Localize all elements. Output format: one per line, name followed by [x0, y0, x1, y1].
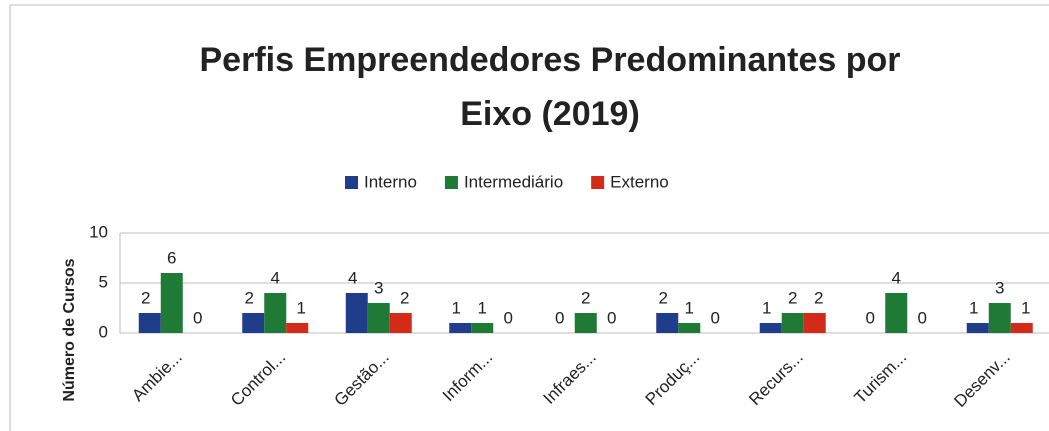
data-label: 2	[581, 288, 590, 307]
bar	[988, 303, 1011, 333]
bar	[471, 323, 494, 333]
bar	[264, 293, 287, 333]
data-label: 0	[193, 308, 202, 327]
bar	[286, 323, 309, 333]
data-label: 0	[918, 308, 927, 327]
legend-label: Interno	[364, 172, 417, 191]
data-label: 1	[1021, 298, 1030, 317]
x-tick-label: Infraes...	[540, 348, 600, 408]
data-label: 1	[452, 298, 461, 317]
data-label: 0	[866, 308, 875, 327]
data-label: 1	[969, 298, 978, 317]
data-label: 2	[814, 288, 823, 307]
legend-label: Externo	[610, 172, 669, 191]
y-tick-label: 5	[99, 272, 108, 291]
bar	[678, 323, 701, 333]
bar	[885, 293, 908, 333]
x-tick-label: Gestão...	[331, 348, 393, 410]
data-label: 0	[607, 308, 616, 327]
legend-label: Intermediário	[464, 172, 563, 191]
data-label: 4	[892, 268, 901, 287]
x-tick-label: Recurs...	[745, 348, 807, 410]
data-label: 4	[348, 268, 357, 287]
x-tick-label: Produç...	[642, 348, 704, 410]
data-label: 1	[297, 298, 306, 317]
data-label: 0	[504, 308, 513, 327]
data-label: 2	[659, 288, 668, 307]
x-tick-label: Desenv...	[950, 348, 1013, 411]
data-label: 6	[167, 248, 176, 267]
data-label: 4	[271, 268, 280, 287]
data-label: 2	[141, 288, 150, 307]
bar	[759, 323, 782, 333]
y-axis-label: Número de Cursos	[61, 258, 78, 401]
y-tick-label: 0	[99, 322, 108, 341]
bar	[781, 313, 804, 333]
data-label: 1	[478, 298, 487, 317]
legend-swatch	[591, 176, 605, 189]
bar	[138, 313, 161, 333]
x-tick-label: Inform...	[439, 348, 497, 406]
data-label: 1	[762, 298, 771, 317]
data-label: 3	[374, 278, 383, 297]
bar	[656, 313, 679, 333]
chart-title: Perfis Empreendedores Predominantes por E…	[200, 41, 901, 133]
bar	[449, 323, 472, 333]
data-label: 2	[400, 288, 409, 307]
data-label: 3	[995, 278, 1004, 297]
legend-swatch	[444, 176, 458, 189]
x-tick-label: Ambie...	[128, 348, 186, 406]
bar	[1010, 323, 1033, 333]
data-label: 2	[245, 288, 254, 307]
x-tick-label: Control...	[227, 348, 289, 410]
data-label: 0	[555, 308, 564, 327]
bar	[803, 313, 826, 333]
x-tick-label: Turism...	[851, 348, 911, 408]
bar	[574, 313, 597, 333]
legend-swatch	[345, 176, 358, 189]
data-label: 2	[788, 288, 797, 307]
bar	[160, 273, 183, 333]
bar	[966, 323, 989, 333]
bar	[345, 293, 368, 333]
bar	[367, 303, 390, 333]
data-label: 1	[685, 298, 694, 317]
y-tick-label: 10	[89, 222, 108, 241]
data-label: 0	[711, 308, 720, 327]
bar	[242, 313, 265, 333]
bar	[389, 313, 412, 333]
